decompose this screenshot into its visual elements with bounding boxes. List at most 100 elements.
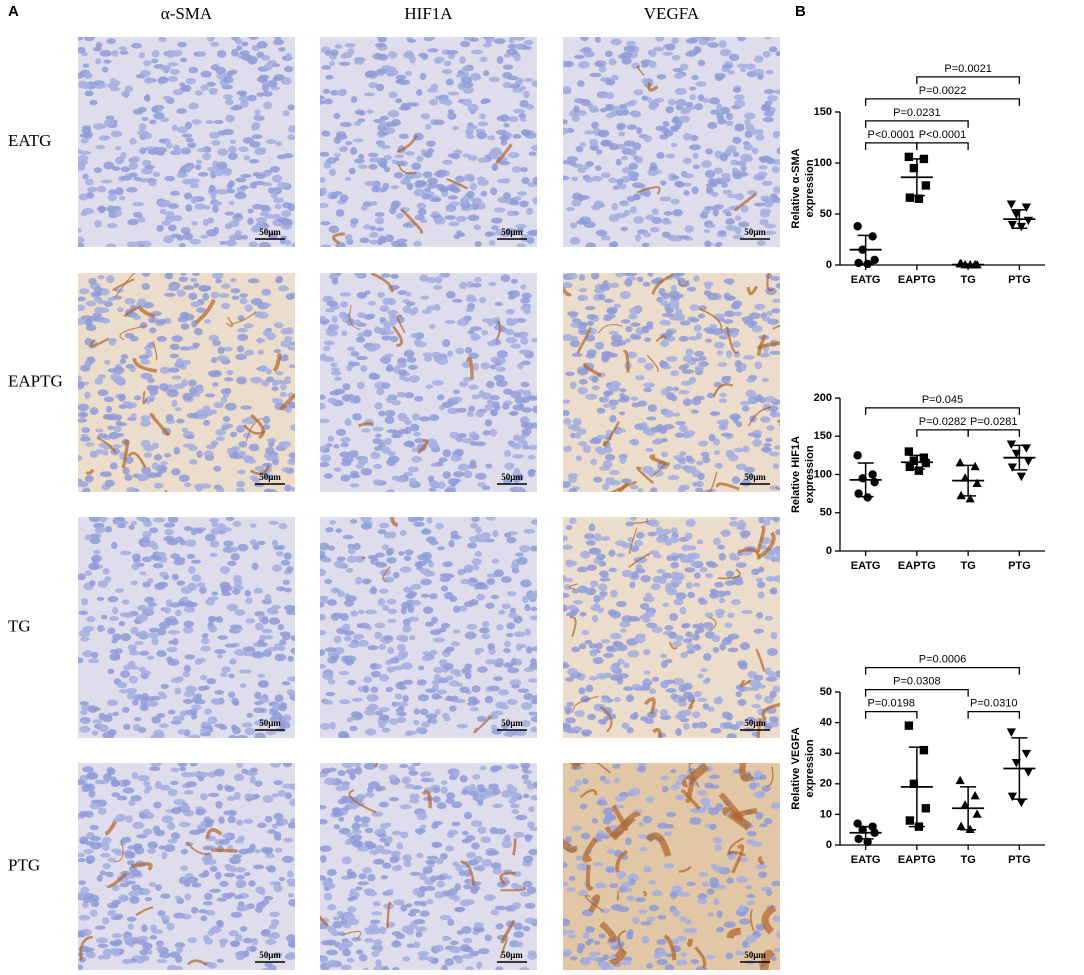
stain: [622, 350, 630, 373]
nucleus: [136, 604, 148, 611]
nucleus: [741, 405, 750, 412]
nucleus: [210, 41, 219, 47]
nucleus: [503, 122, 510, 128]
nucleus: [579, 803, 588, 810]
nucleus: [599, 284, 611, 291]
scale-bar-label: 50μm: [259, 950, 281, 960]
nucleus: [457, 463, 470, 472]
nucleus: [591, 817, 599, 824]
nucleus: [228, 734, 238, 738]
nucleus: [681, 544, 690, 551]
nucleus: [240, 50, 250, 56]
nucleus: [338, 670, 350, 676]
nucleus: [772, 130, 780, 139]
stain: [563, 285, 572, 297]
nucleus: [481, 859, 493, 867]
nucleus: [138, 178, 150, 183]
stain: [500, 919, 516, 944]
nucleus: [165, 211, 175, 219]
nucleus: [152, 171, 161, 177]
nucleus: [634, 156, 643, 164]
nucleus: [453, 389, 460, 395]
nucleus: [141, 536, 151, 543]
nucleus: [490, 409, 498, 416]
nucleus: [458, 281, 468, 290]
nucleus: [229, 659, 236, 665]
nucleus: [685, 468, 694, 474]
nucleus: [471, 394, 481, 400]
nucleus: [160, 683, 169, 690]
nucleus: [189, 763, 198, 767]
nucleus: [449, 940, 459, 946]
nucleus: [395, 864, 403, 871]
nucleus: [357, 110, 366, 116]
stain: [725, 326, 740, 354]
nucleus: [716, 544, 726, 550]
stain: [226, 316, 234, 328]
nucleus: [670, 578, 683, 586]
nucleus: [118, 394, 126, 402]
nucleus: [621, 722, 630, 730]
nucleus: [758, 517, 765, 524]
nucleus: [349, 888, 357, 894]
nucleus: [642, 595, 655, 603]
nucleus: [89, 824, 99, 831]
nucleus: [180, 147, 191, 155]
nucleus: [160, 117, 170, 123]
nucleus: [740, 164, 747, 172]
nucleus: [616, 109, 625, 117]
nucleus: [432, 787, 441, 793]
nucleus: [564, 371, 575, 376]
nucleus: [149, 119, 157, 125]
nucleus: [637, 357, 647, 364]
nucleus: [461, 98, 472, 106]
nucleus: [648, 879, 656, 885]
column-header: HIF1A: [404, 4, 453, 23]
nucleus: [732, 136, 742, 144]
nucleus: [342, 383, 351, 391]
nucleus: [629, 206, 637, 214]
nucleus: [528, 848, 537, 856]
nucleus: [376, 946, 383, 953]
nucleus: [224, 211, 235, 216]
nucleus: [693, 46, 702, 54]
nucleus: [439, 573, 451, 578]
nucleus: [491, 558, 500, 564]
nucleus: [566, 934, 576, 939]
nucleus: [150, 734, 162, 738]
nucleus: [124, 85, 133, 93]
nucleus: [673, 598, 684, 606]
nucleus: [418, 954, 428, 961]
nucleus: [171, 335, 183, 343]
nucleus: [379, 673, 390, 682]
nucleus: [695, 81, 707, 87]
nucleus: [104, 576, 112, 583]
nucleus: [237, 904, 250, 912]
nucleus: [734, 950, 745, 956]
nucleus: [375, 663, 383, 670]
nucleus: [274, 847, 283, 853]
nucleus: [521, 702, 533, 710]
nucleus: [407, 466, 419, 473]
nucleus: [173, 912, 185, 919]
nucleus: [484, 934, 492, 942]
nucleus: [773, 517, 780, 523]
nucleus: [126, 692, 137, 700]
nucleus: [114, 850, 125, 856]
nucleus: [516, 730, 527, 736]
nucleus: [397, 681, 406, 687]
nucleus: [739, 530, 751, 538]
nucleus: [516, 77, 524, 85]
nucleus: [101, 837, 112, 844]
nucleus: [508, 411, 519, 416]
nucleus: [563, 409, 570, 417]
nucleus: [578, 274, 586, 281]
nucleus: [460, 40, 470, 48]
nucleus: [459, 197, 469, 205]
nucleus: [214, 690, 225, 695]
nucleus: [188, 379, 197, 387]
nucleus: [519, 544, 531, 553]
nucleus: [225, 894, 233, 900]
nucleus: [347, 48, 355, 55]
nucleus: [320, 187, 328, 196]
